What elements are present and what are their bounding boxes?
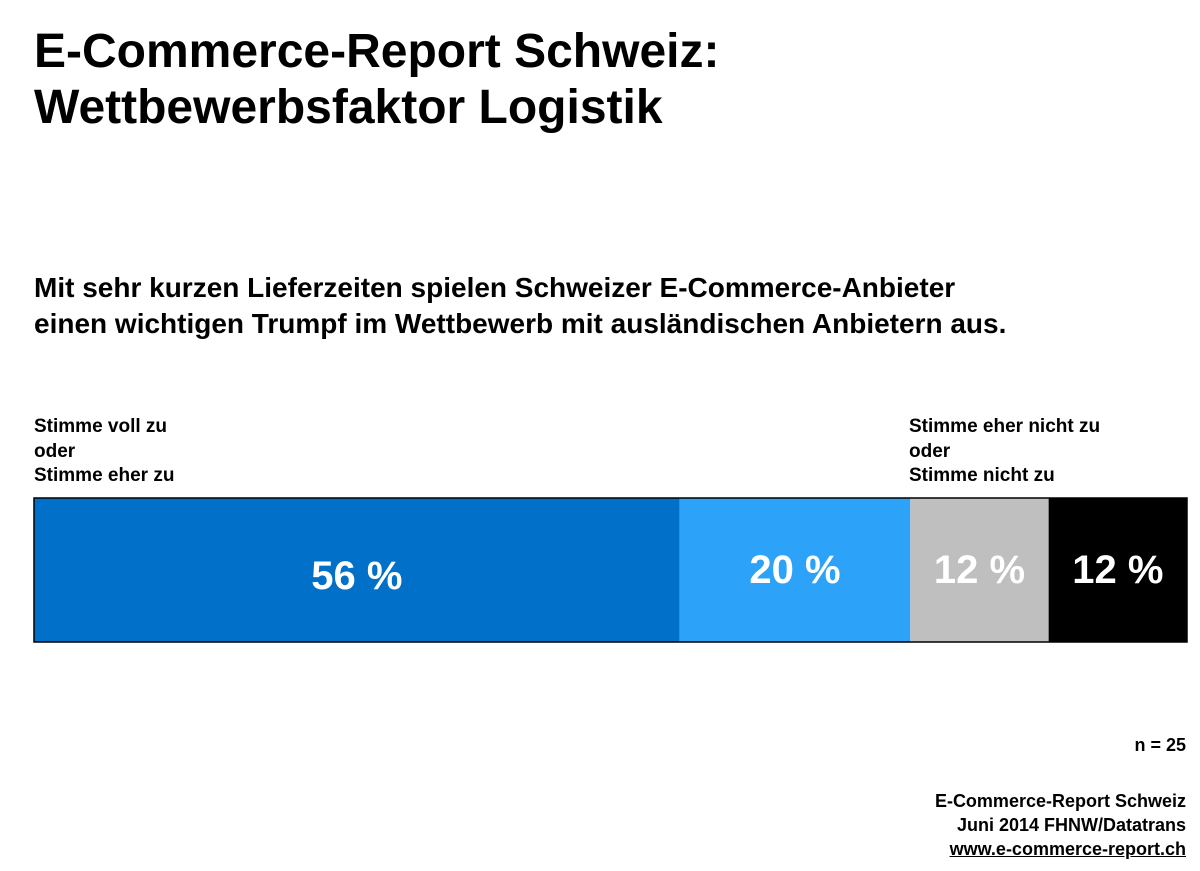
disagree-label-line-1: Stimme eher nicht zu (909, 416, 1101, 437)
source-line-2: Juni 2014 FHNW/Datatrans (956, 815, 1186, 835)
disagree-label-line-3: Stimme nicht zu (909, 465, 1055, 486)
chart-statement-line-1: Mit sehr kurzen Lieferzeiten spielen Sch… (34, 272, 956, 303)
source-line-1: E-Commerce-Report Schweiz (934, 791, 1186, 811)
chart-statement-line-2: einen wichtigen Trumpf im Wettbewerb mit… (34, 308, 1007, 339)
bar-segment-1-label: 56 % (311, 554, 402, 598)
bar-segment-3-label: 12 % (934, 548, 1025, 592)
agree-category-label: Stimme voll zu oder Stimme eher zu (34, 415, 174, 489)
page-title-line-1: E-Commerce-Report Schweiz: (34, 25, 720, 78)
page-title-line-2: Wettbewerbsfaktor Logistik (34, 81, 663, 134)
page-title: E-Commerce-Report Schweiz: Wettbewerbsfa… (34, 24, 719, 136)
bar-segment-4 (1048, 498, 1187, 642)
disagree-category-label: Stimme eher nicht zu oder Stimme nicht z… (909, 415, 1100, 489)
bar-segment-1 (34, 498, 680, 642)
agree-label-line-1: Stimme voll zu (34, 416, 168, 437)
source-note: E-Commerce-Report Schweiz Juni 2014 FHNW… (935, 789, 1186, 861)
bar-segment-2 (679, 498, 911, 642)
bar-segment-2-label: 20 % (749, 548, 840, 592)
disagree-label-line-2: oder (909, 440, 951, 462)
agree-label-line-3: Stimme eher zu (34, 465, 175, 486)
bar-outline (33, 497, 1188, 643)
source-url-link[interactable]: www.e-commerce-report.ch (949, 839, 1186, 859)
bar-segment-3 (910, 498, 1049, 642)
chart-statement: Mit sehr kurzen Lieferzeiten spielen Sch… (34, 270, 1006, 342)
agree-label-line-2: oder (34, 440, 76, 462)
bar-segment-4-label: 12 % (1072, 548, 1163, 592)
sample-size: n = 25 (1134, 735, 1186, 755)
